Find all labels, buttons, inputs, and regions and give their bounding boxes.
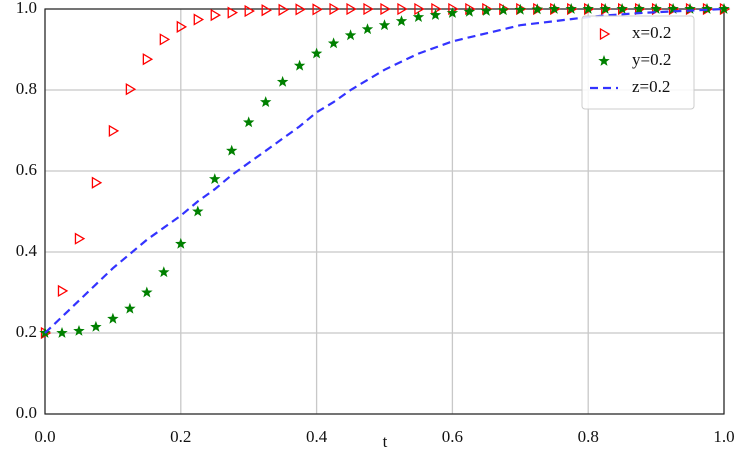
marker [159, 33, 171, 46]
marker [193, 13, 205, 26]
marker [346, 2, 357, 16]
marker [497, 4, 509, 16]
marker [531, 3, 543, 15]
marker [243, 116, 255, 128]
marker [210, 8, 222, 22]
marker [363, 2, 374, 16]
marker [227, 6, 239, 19]
marker [414, 2, 425, 16]
marker [548, 3, 560, 14]
marker [718, 3, 730, 14]
marker [412, 11, 425, 22]
marker [107, 312, 119, 324]
plot-frame [44, 8, 725, 415]
marker [380, 2, 391, 16]
y-tick-label: 0.4 [16, 241, 38, 260]
marker [312, 3, 323, 16]
marker [395, 15, 408, 26]
marker [108, 124, 120, 138]
legend-label: y=0.2 [632, 50, 671, 69]
marker [73, 325, 85, 336]
marker [192, 205, 204, 217]
marker [244, 4, 255, 18]
marker [480, 5, 493, 16]
marker [327, 37, 340, 49]
marker [684, 3, 696, 14]
x-axis-label: t [383, 432, 388, 451]
marker [599, 3, 611, 14]
marker [667, 3, 679, 14]
marker [397, 2, 408, 16]
legend-box [581, 15, 695, 110]
marker [650, 3, 662, 14]
marker [142, 53, 154, 66]
y-tick-label: 0.0 [16, 403, 37, 422]
legend-marker [599, 27, 611, 41]
marker [57, 284, 69, 298]
marker [74, 232, 86, 245]
x-tick-label: 0.8 [578, 427, 599, 446]
x-tick-label: 0.4 [306, 427, 328, 446]
marker [295, 3, 306, 16]
legend-label: x=0.2 [632, 23, 671, 42]
marker [158, 266, 170, 278]
marker [361, 23, 374, 35]
marker [378, 19, 391, 31]
marker [565, 3, 577, 14]
legend: x=0.2 y=0.2 z=0.2 [581, 15, 695, 110]
marker [633, 3, 645, 14]
marker [463, 5, 476, 17]
marker [176, 20, 188, 33]
legend-marker [598, 55, 610, 66]
marker [514, 3, 526, 15]
marker [429, 9, 442, 20]
marker [276, 75, 289, 87]
y-tick-label: 0.2 [16, 322, 37, 341]
x-tick-label: 0.2 [170, 427, 191, 446]
marker [616, 3, 628, 14]
marker [175, 237, 187, 249]
marker [56, 327, 68, 338]
x-tick-label: 1.0 [713, 427, 734, 446]
x-tick-label: 0.0 [34, 427, 55, 446]
marker [209, 173, 221, 184]
y-tick-label: 0.6 [16, 160, 37, 179]
marker [226, 144, 238, 156]
marker [310, 47, 323, 59]
y-tick-label: 1.0 [16, 0, 37, 17]
marker [141, 286, 153, 298]
marker [91, 176, 103, 189]
marker [582, 3, 594, 14]
marker [125, 83, 137, 96]
legend-label: z=0.2 [632, 77, 670, 96]
marker [261, 4, 272, 17]
marker [344, 29, 357, 41]
marker [701, 3, 713, 14]
marker [329, 2, 340, 16]
marker [293, 59, 306, 71]
marker [90, 320, 102, 332]
y-tick-label: 0.8 [16, 79, 37, 98]
marker [124, 302, 136, 314]
x-tick-label: 0.6 [442, 427, 463, 446]
marker [278, 3, 289, 16]
marker [260, 96, 272, 107]
marker [446, 7, 459, 18]
series-line [44, 7, 725, 334]
